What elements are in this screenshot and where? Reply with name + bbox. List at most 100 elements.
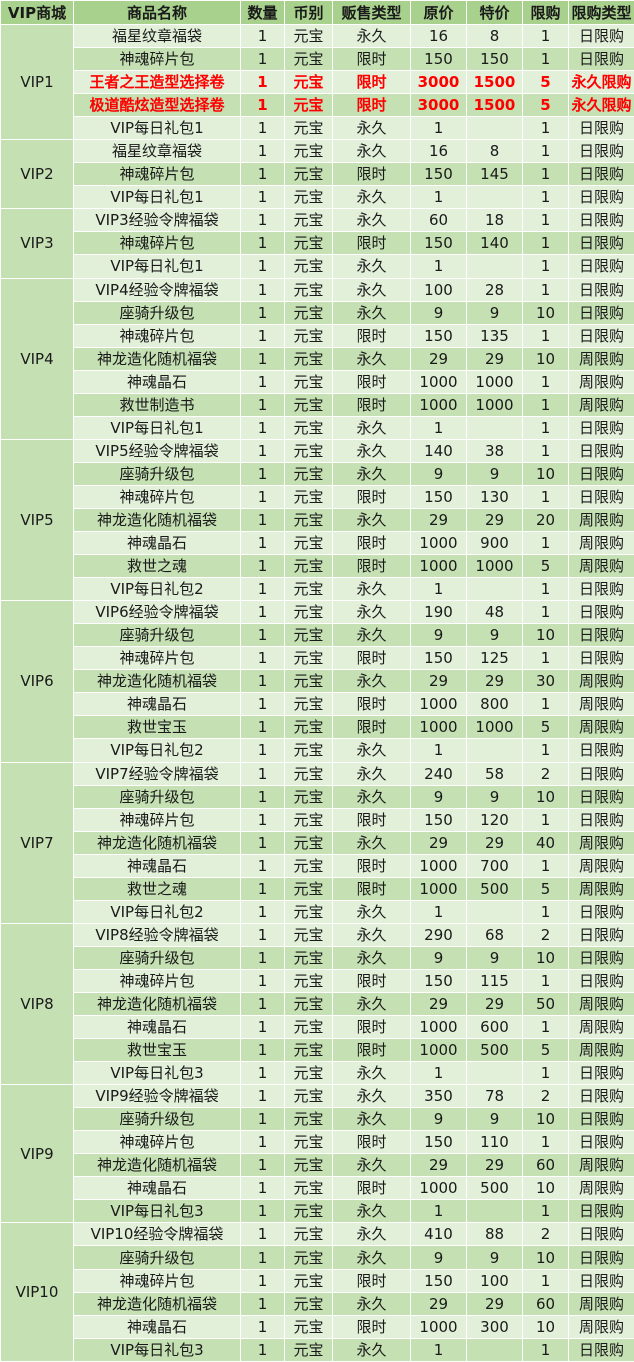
table-row: VIP每日礼包3 1 元宝 永久 1 1 日限购 — [1, 1337, 634, 1362]
original-price-cell: 9 — [410, 623, 467, 648]
sale-type-cell: 永久 — [332, 669, 411, 694]
currency-cell: 元宝 — [284, 577, 333, 602]
special-price-cell — [466, 1061, 523, 1086]
special-price-cell: 500 — [466, 1176, 523, 1201]
purchase-limit-cell: 1 — [522, 254, 569, 279]
limit-type-cell: 日限购 — [568, 646, 634, 671]
limit-type-cell: 周限购 — [568, 1291, 634, 1316]
limit-type-cell: 日限购 — [568, 484, 634, 509]
item-name-cell: 福星纹章福袋 — [73, 23, 241, 49]
special-price-cell: 68 — [466, 922, 523, 947]
original-price-cell: 240 — [410, 761, 467, 786]
currency-cell: 元宝 — [284, 1107, 333, 1132]
limit-type-cell: 周限购 — [568, 876, 634, 901]
original-price-cell: 1000 — [410, 531, 467, 556]
quantity-cell: 1 — [240, 899, 285, 924]
purchase-limit-cell: 10 — [522, 623, 569, 648]
purchase-limit-cell: 1 — [522, 277, 569, 302]
purchase-limit-cell: 2 — [522, 1084, 569, 1109]
table-row: 神魂晶石 1 元宝 限时 1000 700 1 周限购 — [1, 853, 634, 878]
original-price-cell: 60 — [410, 208, 467, 233]
table-row: VIP7 VIP7经验令牌福袋 1 元宝 永久 240 58 2 日限购 — [0, 761, 634, 924]
limit-type-cell: 日限购 — [568, 600, 634, 625]
limit-type-cell: 日限购 — [568, 162, 634, 187]
limit-type-cell: 周限购 — [568, 346, 634, 371]
special-price-cell — [466, 415, 523, 440]
special-price-cell: 8 — [466, 23, 523, 49]
table-row: 神龙造化随机福袋 1 元宝 永久 29 29 30 周限购 — [1, 669, 634, 694]
original-price-cell: 29 — [410, 991, 467, 1017]
header-vip-shop: VIP商城 — [0, 0, 74, 25]
special-price-cell: 500 — [466, 1038, 523, 1063]
item-name-cell: VIP8经验令牌福袋 — [73, 922, 241, 947]
quantity-cell: 1 — [240, 853, 285, 878]
quantity-cell: 1 — [240, 1199, 285, 1224]
table-row: 神龙造化随机福袋 1 元宝 永久 29 29 50 周限购 — [1, 991, 634, 1017]
special-price-cell: 115 — [466, 968, 523, 993]
currency-cell: 元宝 — [284, 231, 333, 256]
special-price-cell — [466, 738, 523, 763]
table-row: 神魂碎片包 1 元宝 限时 150 120 1 日限购 — [1, 807, 634, 832]
table-row: 座骑升级包 1 元宝 永久 9 9 10 日限购 — [1, 623, 634, 648]
item-name-cell: 座骑升级包 — [73, 1245, 241, 1270]
sale-type-cell: 永久 — [332, 1061, 411, 1086]
quantity-cell: 1 — [240, 208, 285, 233]
sale-type-cell: 永久 — [332, 346, 411, 371]
quantity-cell: 1 — [240, 531, 285, 556]
sale-type-cell: 永久 — [332, 1222, 411, 1247]
original-price-cell: 1000 — [410, 876, 467, 901]
special-price-cell: 29 — [466, 346, 523, 371]
currency-cell: 元宝 — [284, 1084, 333, 1109]
original-price-cell: 1 — [410, 1337, 467, 1362]
original-price-cell: 350 — [410, 1084, 467, 1109]
currency-cell: 元宝 — [284, 392, 333, 417]
quantity-cell: 1 — [240, 1222, 285, 1247]
sale-type-cell: 限时 — [332, 968, 411, 993]
limit-type-cell: 日限购 — [568, 577, 634, 602]
table-row: 神魂晶石 1 元宝 限时 1000 900 1 周限购 — [1, 531, 634, 556]
currency-cell: 元宝 — [284, 531, 333, 556]
purchase-limit-cell: 1 — [522, 185, 569, 210]
item-name-cell: 神魂晶石 — [73, 531, 241, 556]
original-price-cell: 29 — [410, 507, 467, 533]
table-row: VIP每日礼包2 1 元宝 永久 1 1 日限购 — [1, 738, 634, 763]
limit-type-cell: 日限购 — [568, 208, 634, 233]
quantity-cell: 1 — [240, 968, 285, 993]
table-row: VIP每日礼包1 1 元宝 永久 1 1 日限购 — [1, 415, 634, 440]
quantity-cell: 1 — [240, 162, 285, 187]
sale-type-cell: 永久 — [332, 277, 411, 302]
special-price-cell — [466, 1337, 523, 1362]
table-row: 救世宝玉 1 元宝 限时 1000 500 5 周限购 — [1, 1038, 634, 1063]
table-row: 座骑升级包 1 元宝 永久 9 9 10 日限购 — [1, 1107, 634, 1132]
sale-type-cell: 限时 — [332, 1130, 411, 1155]
currency-cell: 元宝 — [284, 784, 333, 809]
currency-cell: 元宝 — [284, 991, 333, 1017]
sale-type-cell: 限时 — [332, 876, 411, 901]
quantity-cell: 1 — [240, 1268, 285, 1293]
limit-type-cell: 周限购 — [568, 692, 634, 717]
sale-type-cell: 永久 — [332, 1084, 411, 1109]
original-price-cell: 9 — [410, 461, 467, 486]
original-price-cell: 9 — [410, 300, 467, 325]
original-price-cell: 1000 — [410, 369, 467, 394]
sale-type-cell: 限时 — [332, 853, 411, 878]
table-row: 神魂碎片包 1 元宝 限时 150 130 1 日限购 — [1, 484, 634, 509]
original-price-cell: 1 — [410, 415, 467, 440]
sale-type-cell: 永久 — [332, 139, 411, 164]
limit-type-cell: 日限购 — [568, 623, 634, 648]
table-row: 救世之魂 1 元宝 限时 1000 500 5 周限购 — [1, 876, 634, 901]
original-price-cell: 3000 — [410, 70, 467, 95]
sale-type-cell: 限时 — [332, 807, 411, 832]
currency-cell: 元宝 — [284, 1199, 333, 1224]
limit-type-cell: 周限购 — [568, 715, 634, 740]
quantity-cell: 1 — [240, 70, 285, 95]
limit-type-cell: 日限购 — [568, 1107, 634, 1132]
header-currency: 币别 — [284, 0, 333, 25]
limit-type-cell: 日限购 — [568, 1130, 634, 1155]
quantity-cell: 1 — [240, 715, 285, 740]
original-price-cell: 29 — [410, 669, 467, 694]
special-price-cell: 125 — [466, 646, 523, 671]
item-name-cell: 神龙造化随机福袋 — [73, 507, 241, 533]
purchase-limit-cell: 10 — [522, 1245, 569, 1270]
table-row: 神龙造化随机福袋 1 元宝 永久 29 29 40 周限购 — [1, 830, 634, 855]
